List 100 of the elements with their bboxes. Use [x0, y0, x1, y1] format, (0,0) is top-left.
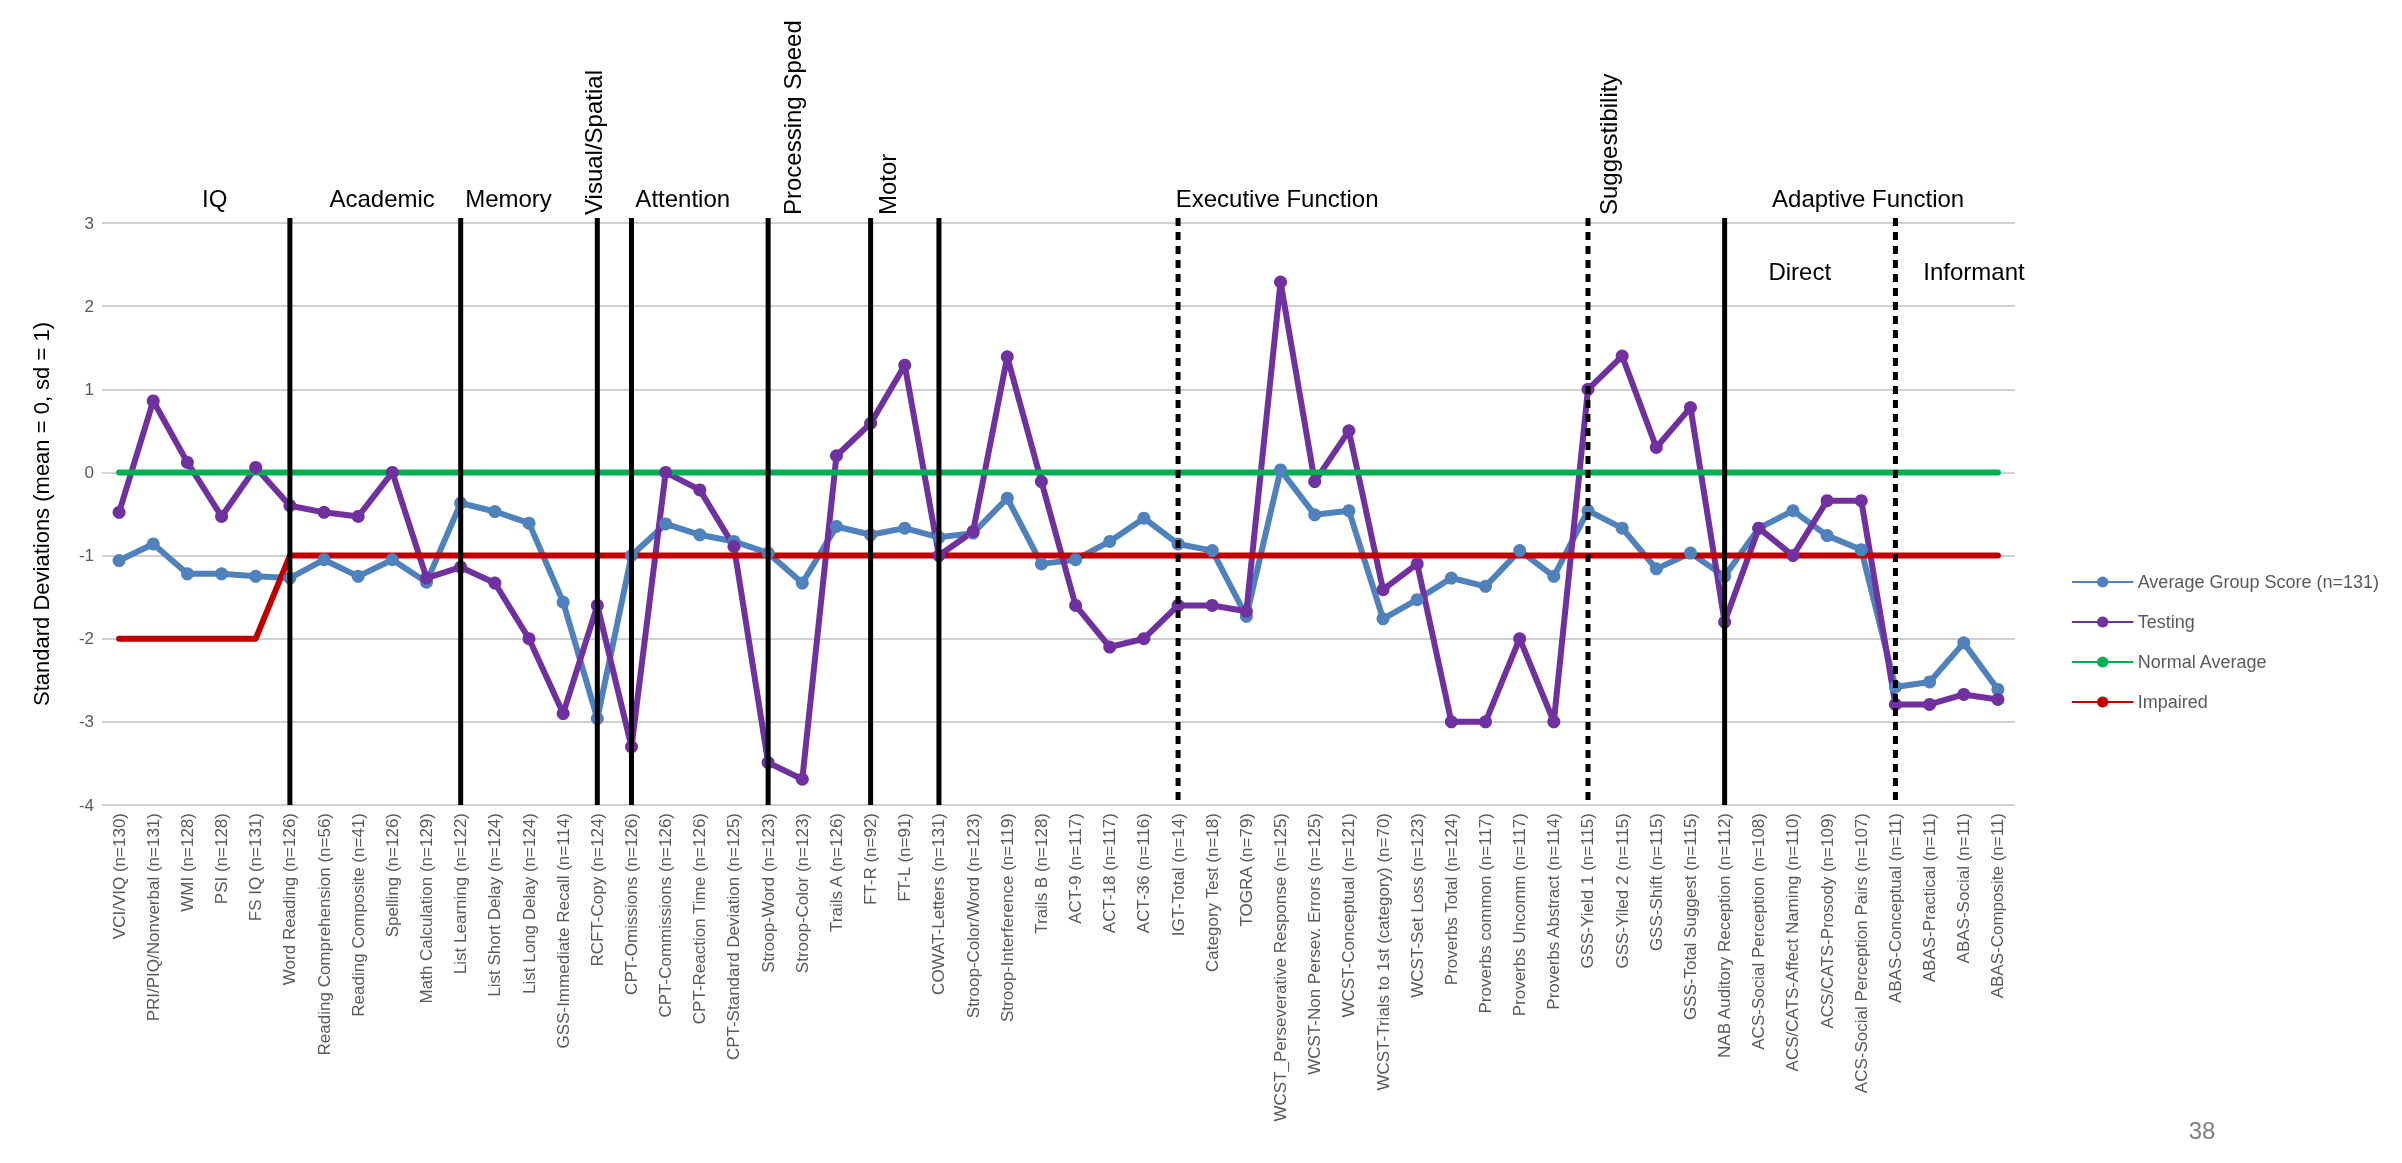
point	[488, 576, 502, 590]
point	[1820, 529, 1834, 543]
point	[1205, 544, 1219, 558]
point	[112, 505, 126, 519]
point	[1957, 687, 1971, 701]
x-tick-label: GSS-Shift (n=115)	[1646, 813, 1666, 952]
y-tick-label: 2	[84, 296, 94, 316]
x-tick-label: Math Calculation (n=129)	[417, 813, 437, 1004]
annotation: Informant	[1923, 257, 2026, 285]
point	[1547, 569, 1561, 583]
point	[351, 510, 365, 523]
x-tick-label: ACT-18 (n=117)	[1100, 813, 1120, 934]
text: Academic	[329, 184, 435, 212]
x-tick-label: Trails A (n=126)	[826, 813, 846, 932]
x-tick-label: FT-L (n=91)	[895, 813, 915, 902]
x-tick-label: ABAS-Conceptual (n=11)	[1885, 813, 1905, 1004]
y-tick-label: 0	[84, 462, 94, 482]
x-tick-label: ABAS-Composite (n=11)	[1988, 813, 2008, 999]
x-tick-label: ACS-Social Perception Pairs (n=107)	[1851, 813, 1871, 1094]
x-tick-label: WCST-Trials to 1st (category) (n=70)	[1373, 813, 1393, 1091]
x-tick-label: NAB Auditory Reception (n=112)	[1715, 813, 1735, 1058]
x-tick-label: WCST_Perseverative Response (n=125)	[1271, 813, 1291, 1122]
point	[385, 465, 399, 479]
x-tick-label: CPT-Omissions (n=126)	[621, 813, 641, 995]
point	[1479, 579, 1493, 593]
x-tick-label: Reading Composite (n=41)	[348, 813, 368, 1017]
point	[112, 554, 126, 568]
point	[1513, 544, 1527, 558]
text: 38	[2188, 1116, 2216, 1144]
x-tick-label: TOGRA (n=79)	[1236, 813, 1256, 927]
point	[146, 537, 160, 551]
point	[420, 571, 434, 585]
x-tick-label: Stroop-Interference (n=119)	[997, 813, 1017, 1022]
x-tick-label: Proverbs Abstract (n=114)	[1544, 813, 1564, 1010]
point	[1069, 598, 1083, 612]
point	[898, 521, 912, 535]
point	[795, 772, 809, 786]
point	[693, 528, 707, 542]
point	[1410, 557, 1424, 571]
point	[1308, 508, 1322, 522]
point	[1479, 715, 1493, 729]
x-tick-label: FS IQ (n=131)	[246, 813, 266, 922]
x-tick-label: ACS/CATS-Prosody (n=109)	[1817, 813, 1837, 1029]
point	[898, 358, 912, 372]
legend-label: Average Group Score (n=131)	[2137, 572, 2379, 592]
x-tick-label: Proverbs Total (n=124)	[1441, 813, 1461, 986]
point	[1854, 543, 1868, 557]
point	[795, 576, 809, 590]
y-tick-label: -3	[78, 712, 94, 732]
point	[659, 517, 673, 531]
point	[180, 455, 194, 469]
point	[317, 553, 331, 567]
point	[727, 539, 741, 553]
point	[1820, 494, 1834, 508]
x-tick-label: WCST-Non Persev. Errors (n=125)	[1305, 813, 1325, 1075]
x-tick-label: Reading Comprehension (n=56)	[314, 813, 334, 1056]
point	[1786, 504, 1800, 518]
y-tick-label: 3	[84, 213, 94, 233]
point	[1069, 553, 1083, 567]
point	[1615, 521, 1629, 535]
point	[1683, 401, 1697, 415]
x-tick-label: ACS-Social Perception (n=108)	[1749, 813, 1769, 1050]
x-tick-label: ABAS-Practical (n=11)	[1920, 813, 1940, 983]
point	[1957, 636, 1971, 650]
x-tick-label: Category Test (n=18)	[1202, 813, 1222, 972]
point	[317, 505, 331, 519]
x-tick-label: Proverbs Uncomm (n=117)	[1510, 813, 1530, 1017]
point	[1923, 675, 1937, 689]
point	[1683, 546, 1697, 560]
point	[1103, 640, 1117, 654]
legend-label: Normal Average	[2137, 652, 2267, 672]
point	[556, 707, 570, 721]
x-tick-label: List Learning (n=122)	[451, 813, 471, 975]
point	[1205, 598, 1219, 612]
x-tick-label: RCFT-Copy (n=124)	[587, 813, 607, 967]
x-tick-label: List Long Delay (n=124)	[519, 813, 539, 994]
point	[1615, 349, 1629, 363]
point	[1444, 571, 1458, 585]
point	[1000, 350, 1014, 364]
x-tick-label: WCST-Set Loss (n=123)	[1407, 813, 1427, 998]
point	[146, 394, 160, 408]
x-tick-label: Stroop-Word (n=123)	[758, 813, 778, 973]
point	[1274, 275, 1288, 289]
point	[829, 449, 843, 463]
x-tick-label: GSS-Immediate Recall (n=114)	[553, 813, 573, 1049]
point	[1923, 697, 1937, 711]
x-tick-label: IGT-Total (n=14)	[1168, 813, 1188, 937]
point	[215, 567, 229, 581]
x-tick-label: GSS-Yield 1 (n=115)	[1578, 813, 1598, 969]
x-tick-label: ACS/CATS-Affect Naming (n=110)	[1783, 813, 1803, 1072]
y-tick-label: -1	[78, 546, 94, 566]
point	[1000, 491, 1014, 505]
x-tick-label: GSS-Total Suggest (n=115)	[1680, 813, 1700, 1021]
point	[1137, 511, 1151, 525]
y-tick-label: -4	[78, 795, 94, 815]
point	[1649, 440, 1663, 454]
point	[488, 505, 502, 518]
x-tick-label: CPT-Reaction Time (n=126)	[690, 813, 710, 1025]
point	[522, 516, 536, 530]
point	[1137, 632, 1151, 646]
